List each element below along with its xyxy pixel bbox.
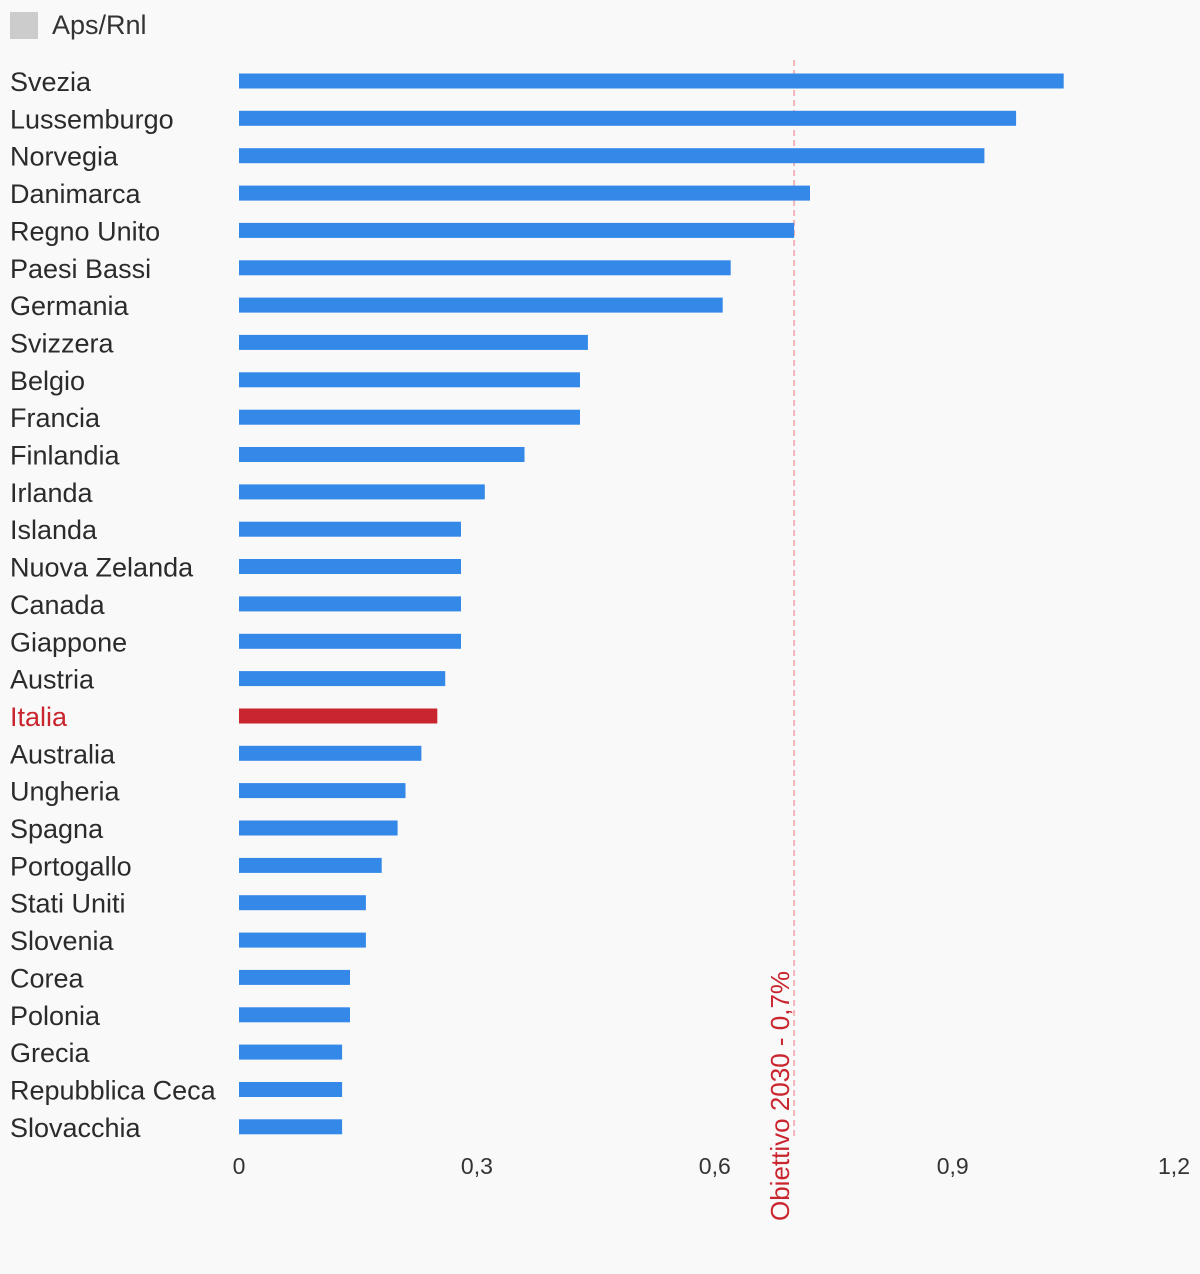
category-label-germania: Germania <box>10 291 130 321</box>
bar-slovenia <box>239 932 366 948</box>
bar-norvegia <box>239 148 985 164</box>
category-label-svezia: Svezia <box>10 67 92 97</box>
bar-finlandia <box>239 447 525 462</box>
category-label-repubblica-ceca: Repubblica Ceca <box>10 1076 217 1106</box>
bar-giappone <box>239 633 461 649</box>
bar-svizzera <box>239 334 588 350</box>
legend-label: Aps/Rnl <box>52 9 147 40</box>
category-label-paesi-bassi: Paesi Bassi <box>10 254 151 284</box>
category-label-austria: Austria <box>10 665 95 695</box>
category-label-ungheria: Ungheria <box>10 777 121 807</box>
category-label-danimarca: Danimarca <box>10 179 142 209</box>
x-tick-label: 0 <box>233 1153 246 1179</box>
bar-repubblica-ceca <box>239 1082 343 1097</box>
x-axis-ticks: 0 0,3 0,6 0,9 1,2 <box>233 1153 1190 1179</box>
bar-australia <box>239 745 422 761</box>
category-label-finlandia: Finlandia <box>10 441 121 471</box>
bar-danimarca <box>239 185 810 201</box>
category-label-slovacchia: Slovacchia <box>10 1113 142 1143</box>
bar-stati-uniti <box>239 895 366 911</box>
bar-germania <box>239 297 723 313</box>
x-tick-label: 1,2 <box>1158 1153 1190 1179</box>
category-label-nuova-zelanda: Nuova Zelanda <box>10 553 194 583</box>
bar-grecia <box>239 1044 343 1060</box>
category-label-regno-unito: Regno Unito <box>10 216 160 246</box>
category-label-irlanda: Irlanda <box>10 478 94 508</box>
bar-polonia <box>239 1007 350 1023</box>
bar-portogallo <box>239 857 382 873</box>
category-label-australia: Australia <box>10 739 116 769</box>
x-tick-label: 0,3 <box>461 1153 493 1179</box>
bar-svezia <box>239 73 1064 89</box>
bar-francia <box>239 409 580 425</box>
legend-swatch <box>10 11 38 39</box>
category-label-portogallo: Portogallo <box>10 851 132 881</box>
bar-lussemburgo <box>239 110 1017 126</box>
x-tick-label: 0,9 <box>937 1153 969 1179</box>
category-label-belgio: Belgio <box>10 366 85 396</box>
bar-paesi-bassi <box>239 260 731 276</box>
bar-austria <box>239 671 446 687</box>
bar-corea <box>239 969 350 985</box>
bar-canada <box>239 596 461 612</box>
category-label-grecia: Grecia <box>10 1038 91 1068</box>
reference-layer: Obiettivo 2030 - 0,7% <box>765 60 796 1221</box>
category-label-giappone: Giappone <box>10 627 127 657</box>
category-label-spagna: Spagna <box>10 814 104 844</box>
bar-spagna <box>239 820 398 836</box>
bar-irlanda <box>239 484 485 500</box>
category-label-slovenia: Slovenia <box>10 926 115 956</box>
category-label-italia: Italia <box>10 702 68 732</box>
bar-slovacchia <box>239 1119 343 1135</box>
bar-italia <box>239 708 438 724</box>
bars <box>239 73 1064 1135</box>
category-labels: Svezia Lussemburgo Norvegia Danimarca Regno … <box>10 67 217 1143</box>
bar-belgio <box>239 372 580 388</box>
bar-regno-unito <box>239 222 795 238</box>
bar-islanda <box>239 521 461 537</box>
category-label-francia: Francia <box>10 403 101 433</box>
category-label-corea: Corea <box>10 963 85 993</box>
category-label-norvegia: Norvegia <box>10 142 119 172</box>
x-tick-label: 0,6 <box>699 1153 731 1179</box>
legend: Aps/Rnl <box>10 10 147 40</box>
category-label-canada: Canada <box>10 590 106 620</box>
bar-nuova-zelanda <box>239 559 461 574</box>
reference-line-label: Obiettivo 2030 - 0,7% <box>765 971 795 1221</box>
category-label-svizzera: Svizzera <box>10 328 115 358</box>
category-label-stati-uniti: Stati Uniti <box>10 889 126 919</box>
category-label-polonia: Polonia <box>10 1001 101 1031</box>
bar-ungheria <box>239 783 406 799</box>
category-label-lussemburgo: Lussemburgo <box>10 104 174 134</box>
category-label-islanda: Islanda <box>10 515 98 545</box>
